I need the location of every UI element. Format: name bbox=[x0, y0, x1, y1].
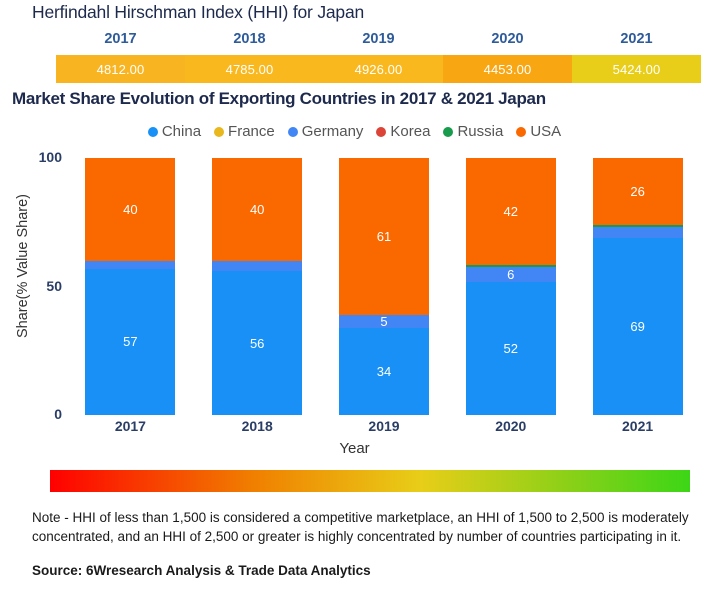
bar-segment-value: 6 bbox=[507, 267, 515, 282]
bar-slot-2020: 52 6 42 bbox=[447, 158, 574, 415]
stacked-bar[interactable]: 52 6 42 bbox=[465, 158, 556, 415]
bar-segment-value: 56 bbox=[249, 335, 265, 351]
legend-item-label: USA bbox=[530, 123, 562, 140]
bar-slot-2019: 34 5 61 bbox=[321, 158, 448, 415]
hhi-year-row: 2017 2018 2019 2020 2021 bbox=[56, 31, 701, 47]
hhi-year-label: 2018 bbox=[233, 31, 266, 47]
hhi-year-label: 2021 bbox=[620, 31, 653, 47]
legend-item-germany[interactable]: Germany bbox=[287, 123, 364, 140]
x-axis-tick-label: 2021 bbox=[622, 418, 654, 434]
stacked-bar[interactable]: 69 26 bbox=[592, 158, 683, 415]
bar-segment-germany[interactable] bbox=[212, 260, 303, 272]
chart-legend: China France Germany Korea Russia USA bbox=[0, 123, 709, 140]
legend-item-label: France bbox=[228, 123, 275, 140]
bar-segment-china[interactable]: 34 bbox=[338, 327, 429, 415]
y-axis-ticks: 100 50 0 bbox=[0, 149, 62, 422]
y-axis-tick-label: 50 bbox=[46, 277, 62, 294]
bar-segment-value: 57 bbox=[123, 334, 138, 350]
bar-segment-china[interactable]: 52 bbox=[465, 282, 556, 415]
legend-item-label: Russia bbox=[457, 123, 504, 140]
bar-segment-value: 40 bbox=[249, 201, 265, 217]
legend-swatch-icon bbox=[443, 126, 454, 137]
x-axis-tick-label: 2019 bbox=[368, 418, 400, 434]
bar-segment-germany[interactable] bbox=[592, 227, 683, 238]
hhi-value-segment: 5424.00 bbox=[572, 55, 701, 83]
x-axis-tick-label: 2020 bbox=[495, 418, 527, 434]
legend-swatch-icon bbox=[516, 126, 527, 137]
bar-segment-germany[interactable]: 5 bbox=[338, 313, 429, 329]
stacked-bar-group: 57 40 56 40 34 5 61 52 6 42 69 26 bbox=[67, 158, 701, 415]
bar-segment-value: 40 bbox=[123, 201, 138, 217]
bar-segment-russia[interactable] bbox=[465, 265, 556, 267]
hhi-title: Herfindahl Hirschman Index (HHI) for Jap… bbox=[32, 2, 365, 22]
bar-segment-russia[interactable] bbox=[592, 224, 683, 228]
bar-segment-value: 52 bbox=[503, 341, 519, 357]
legend-item-label: China bbox=[161, 123, 202, 140]
legend-swatch-icon bbox=[214, 126, 225, 137]
legend-item-label: Germany bbox=[301, 123, 364, 140]
stacked-bar[interactable]: 34 5 61 bbox=[338, 158, 429, 415]
bar-segment-value: 61 bbox=[376, 228, 392, 244]
legend-swatch-icon bbox=[287, 126, 298, 137]
hhi-value-segment: 4453.00 bbox=[443, 55, 572, 83]
bar-segment-usa[interactable]: 61 bbox=[338, 158, 429, 315]
stacked-bar[interactable]: 57 40 bbox=[85, 158, 176, 415]
x-axis-tick-label: 2018 bbox=[241, 418, 273, 434]
bar-slot-2018: 56 40 bbox=[194, 158, 321, 415]
note-text: Note - HHI of less than 1,500 is conside… bbox=[32, 510, 689, 545]
bar-slot-2021: 69 26 bbox=[574, 158, 701, 415]
x-axis-ticks: 2017 2018 2019 2020 2021 bbox=[67, 418, 701, 434]
hhi-year-label: 2019 bbox=[362, 31, 395, 47]
legend-item-france[interactable]: France bbox=[214, 123, 275, 140]
stacked-bar[interactable]: 56 40 bbox=[212, 158, 303, 415]
legend-item-korea[interactable]: Korea bbox=[376, 123, 430, 140]
legend-item-label: Korea bbox=[390, 123, 431, 140]
bar-segment-germany[interactable] bbox=[85, 260, 176, 269]
bar-segment-value: 69 bbox=[630, 318, 645, 334]
bar-segment-usa[interactable]: 26 bbox=[592, 158, 683, 225]
bar-segment-value: 26 bbox=[630, 183, 645, 199]
hhi-year-label: 2020 bbox=[491, 31, 524, 47]
legend-item-russia[interactable]: Russia bbox=[443, 123, 503, 140]
hhi-value-segment: 4926.00 bbox=[314, 55, 443, 83]
legend-swatch-icon bbox=[147, 126, 158, 137]
legend-item-usa[interactable]: USA bbox=[516, 123, 561, 140]
x-axis-tick-label: 2017 bbox=[114, 418, 146, 434]
x-axis-title: Year bbox=[339, 440, 370, 457]
hhi-gradient-scale bbox=[50, 470, 690, 492]
bar-segment-value: 42 bbox=[503, 204, 519, 220]
source-text: Source: 6Wresearch Analysis & Trade Data… bbox=[32, 563, 371, 578]
y-axis-tick-label: 100 bbox=[38, 149, 62, 165]
bar-segment-china[interactable]: 69 bbox=[592, 237, 683, 415]
hhi-value-band: 4812.00 4785.00 4926.00 4453.00 5424.00 bbox=[56, 55, 701, 83]
hhi-value-segment: 4812.00 bbox=[56, 55, 185, 83]
chart-title: Market Share Evolution of Exporting Coun… bbox=[12, 89, 546, 108]
chart-plot-area: Share(% Value Share) 100 50 0 57 40 56 40 34 5 6… bbox=[0, 149, 709, 457]
bar-segment-china[interactable]: 57 bbox=[85, 268, 176, 415]
bar-segment-usa[interactable]: 42 bbox=[465, 158, 556, 266]
bar-segment-china[interactable]: 56 bbox=[212, 271, 303, 415]
bar-segment-usa[interactable]: 40 bbox=[212, 158, 303, 261]
bar-segment-value: 34 bbox=[376, 363, 392, 379]
hhi-year-label: 2017 bbox=[104, 31, 137, 47]
legend-swatch-icon bbox=[376, 126, 387, 137]
bar-segment-value: 5 bbox=[380, 313, 388, 329]
y-axis-tick-label: 0 bbox=[54, 406, 62, 422]
legend-item-china[interactable]: China bbox=[147, 123, 202, 140]
hhi-value-segment: 4785.00 bbox=[185, 55, 314, 83]
bar-segment-usa[interactable]: 40 bbox=[85, 158, 176, 261]
bar-segment-germany[interactable]: 6 bbox=[465, 266, 556, 283]
bar-slot-2017: 57 40 bbox=[67, 158, 194, 415]
